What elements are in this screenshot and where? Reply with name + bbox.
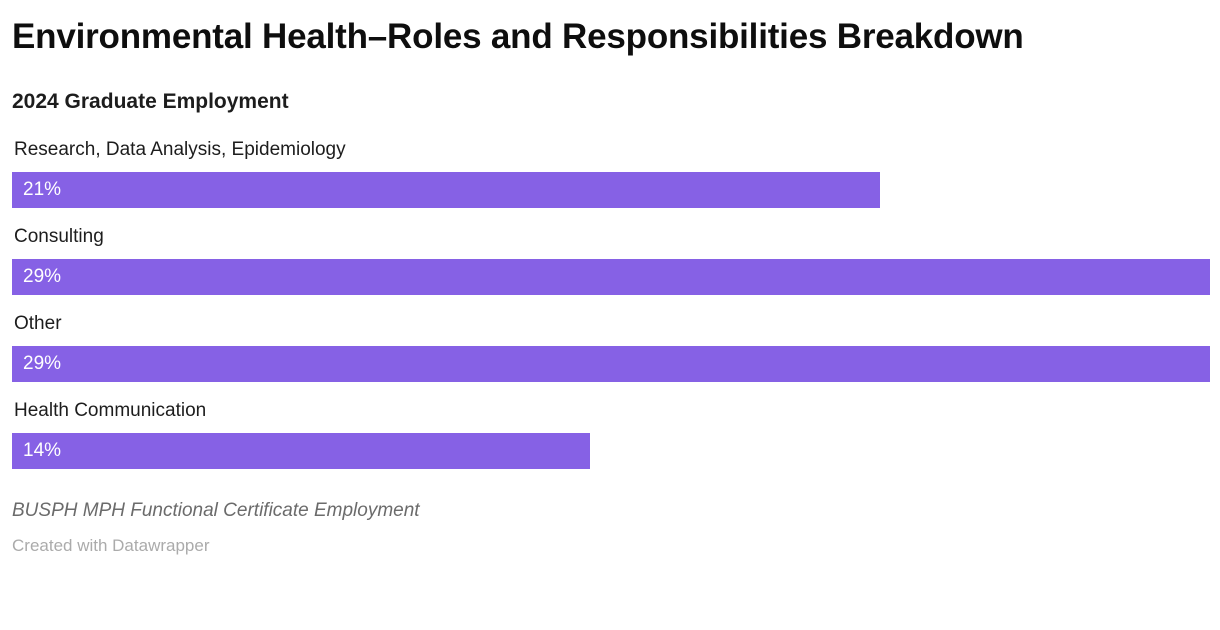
bar-value-label: 29% (23, 265, 62, 287)
bar-value-label: 29% (23, 352, 62, 374)
bar-track: 21% (12, 171, 1210, 208)
bar-row: Other 29% (12, 312, 1210, 382)
chart-footer: BUSPH MPH Functional Certificate Employm… (12, 499, 1210, 556)
bar-row: Health Communication 14% (12, 399, 1210, 469)
bar-category-label: Consulting (14, 225, 104, 247)
bar-track: 29% (12, 345, 1210, 382)
chart-title: Environmental Health–Roles and Responsib… (12, 17, 1024, 56)
bar-row: Consulting 29% (12, 225, 1210, 295)
bar-value-label: 21% (23, 178, 62, 200)
bar: 14% (12, 432, 591, 469)
footer-note: BUSPH MPH Functional Certificate Employm… (12, 499, 420, 521)
bar: 29% (12, 258, 1210, 295)
bar-category-label: Research, Data Analysis, Epidemiology (14, 138, 346, 160)
chart-subtitle: 2024 Graduate Employment (12, 89, 289, 113)
datawrapper-attribution-link[interactable]: Created with Datawrapper (12, 535, 210, 555)
bar: 21% (12, 171, 880, 208)
bar-value-label: 14% (23, 439, 62, 461)
bar-category-label: Other (14, 312, 62, 334)
bar-track: 14% (12, 432, 1210, 469)
bar-chart: Research, Data Analysis, Epidemiology 21… (12, 138, 1210, 469)
bar-track: 29% (12, 258, 1210, 295)
bar-category-label: Health Communication (14, 399, 207, 421)
bar-row: Research, Data Analysis, Epidemiology 21… (12, 138, 1210, 208)
bar: 29% (12, 345, 1210, 382)
